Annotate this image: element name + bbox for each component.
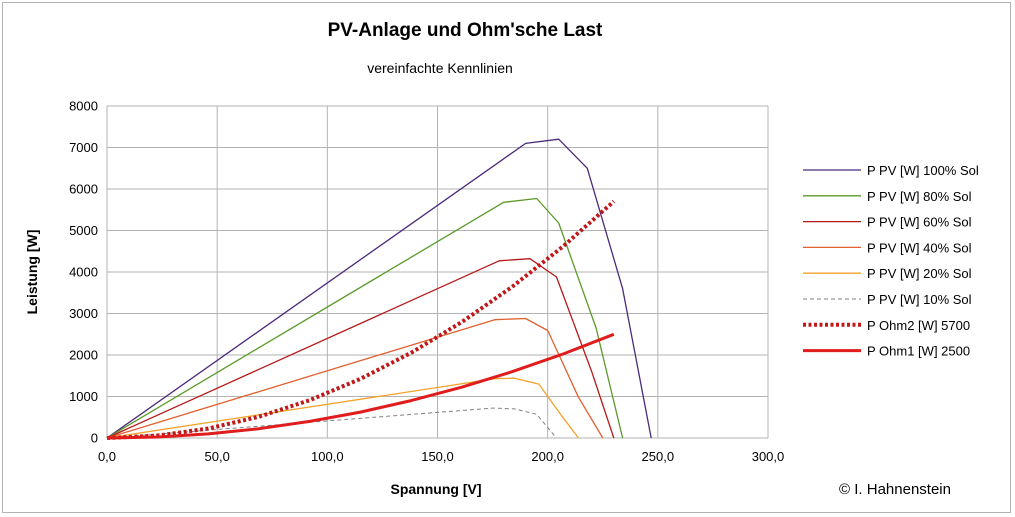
series-line-7 <box>106 199 616 440</box>
y-tick-label: 6000 <box>69 182 98 197</box>
x-tick-label: 300,0 <box>752 449 785 464</box>
series-line-8 <box>106 332 615 440</box>
legend-label-8: P Ohm1 [W] 2500 <box>867 344 970 359</box>
y-axis-label: Leistung [W] <box>24 230 40 315</box>
x-tick-label: 50,0 <box>205 449 230 464</box>
y-tick-label: 7000 <box>69 140 98 155</box>
legend-label-5: P PV [W] 20% Sol <box>867 266 972 281</box>
y-tick-label: 4000 <box>69 265 98 280</box>
legend-label-1: P PV [W] 100% Sol <box>867 163 979 178</box>
chart-title: PV-Anlage und Ohm'sche Last <box>328 20 603 41</box>
x-tick-label: 250,0 <box>642 449 675 464</box>
series-line-5 <box>106 377 580 439</box>
axis-ticks: 0 1000 2000 3000 4000 5000 6000 7000 8000 0,0 50,0… <box>69 99 784 465</box>
series-line-3 <box>106 258 615 439</box>
x-tick-label: 0,0 <box>98 449 116 464</box>
legend-label-3: P PV [W] 60% Sol <box>867 215 972 230</box>
legend-label-4: P PV [W] 40% Sol <box>867 240 972 255</box>
y-tick-label: 2000 <box>69 348 98 363</box>
series-line-1 <box>106 138 652 439</box>
plot-area <box>106 138 652 440</box>
chart-subtitle: vereinfachte Kennlinien <box>367 60 513 76</box>
legend-label-2: P PV [W] 80% Sol <box>867 189 972 204</box>
grid <box>106 105 769 439</box>
y-tick-label: 0 <box>91 431 98 446</box>
copyright-label: © I. Hahnenstein <box>839 481 951 498</box>
y-tick-label: 1000 <box>69 389 98 404</box>
series-line-6 <box>106 407 557 439</box>
series-line-4 <box>106 317 604 439</box>
x-tick-label: 100,0 <box>311 449 344 464</box>
x-tick-label: 150,0 <box>421 449 454 464</box>
legend-label-6: P PV [W] 10% Sol <box>867 292 972 307</box>
y-tick-label: 5000 <box>69 223 98 238</box>
x-tick-label: 200,0 <box>531 449 564 464</box>
x-axis-label: Spannung [V] <box>391 481 482 497</box>
legend: P PV [W] 100% Sol P PV [W] 80% Sol P PV [W… <box>803 163 979 359</box>
y-tick-label: 3000 <box>69 306 98 321</box>
series-line-2 <box>106 197 624 439</box>
y-tick-label: 8000 <box>69 99 98 114</box>
legend-label-7: P Ohm2 [W] 5700 <box>867 318 970 333</box>
